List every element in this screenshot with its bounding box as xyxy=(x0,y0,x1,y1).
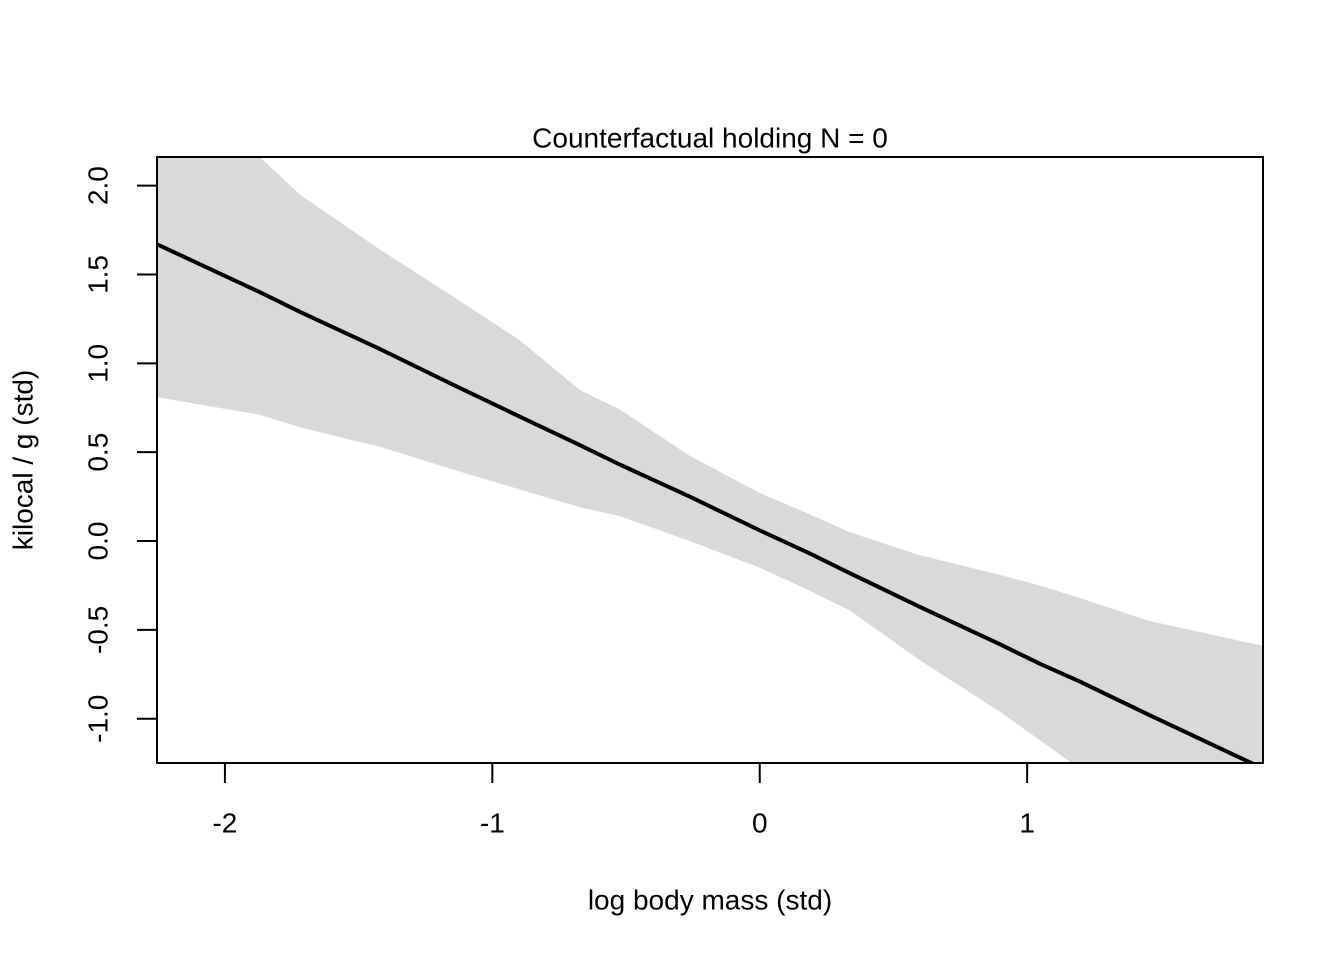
x-tick-label: -2 xyxy=(212,807,237,838)
mean-line xyxy=(157,242,1256,763)
y-tick-label: -0.5 xyxy=(82,606,113,654)
y-tick-label: 0.0 xyxy=(82,522,113,561)
y-tick-label: -1.0 xyxy=(82,695,113,743)
y-axis-label: kilocal / g (std) xyxy=(7,370,38,551)
y-tick-label: 0.5 xyxy=(82,433,113,472)
x-axis-label: log body mass (std) xyxy=(588,884,832,915)
chart-title: Counterfactual holding N = 0 xyxy=(532,122,888,153)
y-tick-label: 1.0 xyxy=(82,344,113,383)
interval-band xyxy=(157,157,1263,763)
x-tick-label: 1 xyxy=(1019,807,1035,838)
y-tick-label: 2.0 xyxy=(82,166,113,205)
plot-area xyxy=(157,157,1263,763)
x-tick-label: 0 xyxy=(752,807,768,838)
plot-frame xyxy=(156,156,1264,764)
y-tick-label: 1.5 xyxy=(82,255,113,294)
x-tick-label: -1 xyxy=(480,807,505,838)
